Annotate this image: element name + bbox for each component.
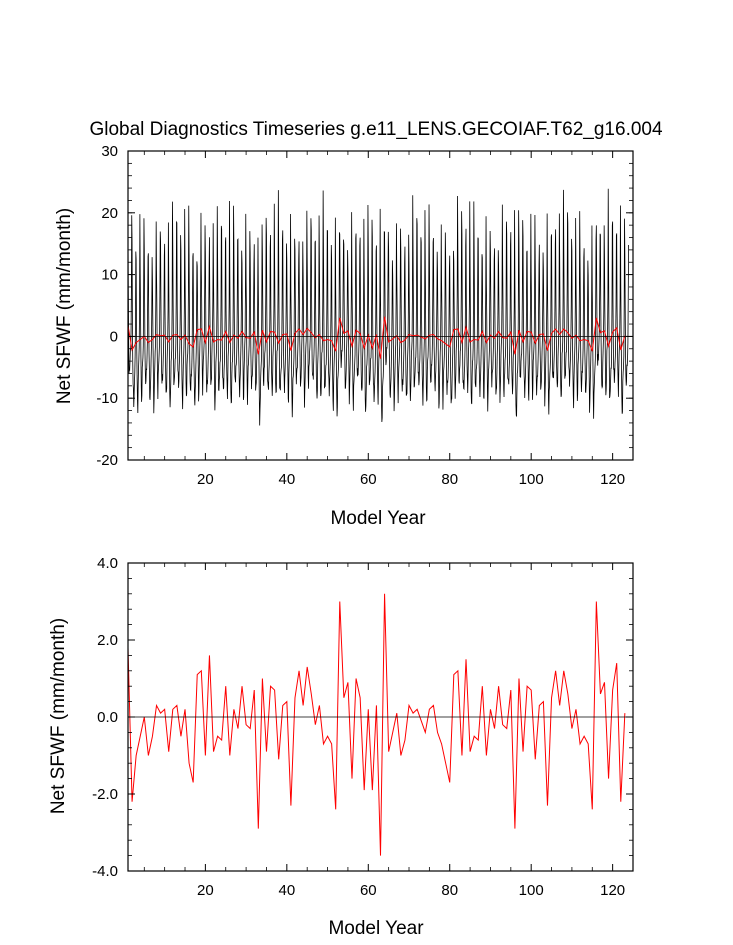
top-x-tick-label: 80 xyxy=(441,471,458,488)
bottom-x-tick-label: 60 xyxy=(360,882,377,899)
bottom-y-tick-label: 4.0 xyxy=(97,555,118,572)
top-y-tick-label: -20 xyxy=(96,452,118,469)
top-y-tick-label: -10 xyxy=(96,390,118,407)
top-x-tick-label: 120 xyxy=(600,471,625,488)
bottom-y-tick-label: 0.0 xyxy=(97,709,118,726)
bottom-x-tick-label: 100 xyxy=(519,882,544,899)
bottom-y-tick-label: -2.0 xyxy=(92,786,118,803)
top-axes: 20 40 60 80 100 120 -20 -10 0 10 20 30 xyxy=(96,143,634,488)
bottom-x-tick-label: 20 xyxy=(197,882,214,899)
bottom-axes: 20 40 60 80 100 120 -4.0 -2.0 0.0 2.0 4.0 xyxy=(92,555,634,899)
top-x-axis-label: Model Year xyxy=(330,508,426,529)
top-series-group xyxy=(127,188,629,426)
bottom-x-tick-label: 80 xyxy=(441,882,458,899)
bottom-y-axis-label: Net SFWF (mm/month) xyxy=(48,618,69,814)
bottom-series-group xyxy=(127,593,626,856)
bottom-series-annual-line xyxy=(127,593,626,856)
bottom-y-tick-label: 2.0 xyxy=(97,632,118,649)
top-x-tick-label: 20 xyxy=(197,471,214,488)
panel-top: Global Diagnostics Timeseries g.e11_LENS… xyxy=(54,119,663,529)
top-y-tick-label: 20 xyxy=(101,205,118,222)
bottom-x-tick-label: 120 xyxy=(600,882,625,899)
top-series-monthly-line xyxy=(127,188,629,426)
top-plot-frame xyxy=(127,150,634,461)
bottom-x-axis-label: Model Year xyxy=(328,918,424,939)
top-x-tick-label: 40 xyxy=(278,471,295,488)
top-y-tick-label: 0 xyxy=(110,328,118,345)
bottom-y-tick-label: -4.0 xyxy=(92,863,118,880)
top-y-tick-label: 30 xyxy=(101,143,118,160)
top-y-tick-label: 10 xyxy=(101,267,118,284)
top-y-axis-label: Net SFWF (mm/month) xyxy=(54,208,75,404)
top-series-annual-line xyxy=(127,316,626,359)
top-x-tick-label: 60 xyxy=(360,471,377,488)
panel-bottom: 20 40 60 80 100 120 -4.0 -2.0 0.0 2.0 4.0 Model Ye… xyxy=(48,555,634,939)
bottom-x-tick-label: 40 xyxy=(278,882,295,899)
chart-title: Global Diagnostics Timeseries g.e11_LENS… xyxy=(89,119,663,140)
top-x-tick-label: 100 xyxy=(519,471,544,488)
